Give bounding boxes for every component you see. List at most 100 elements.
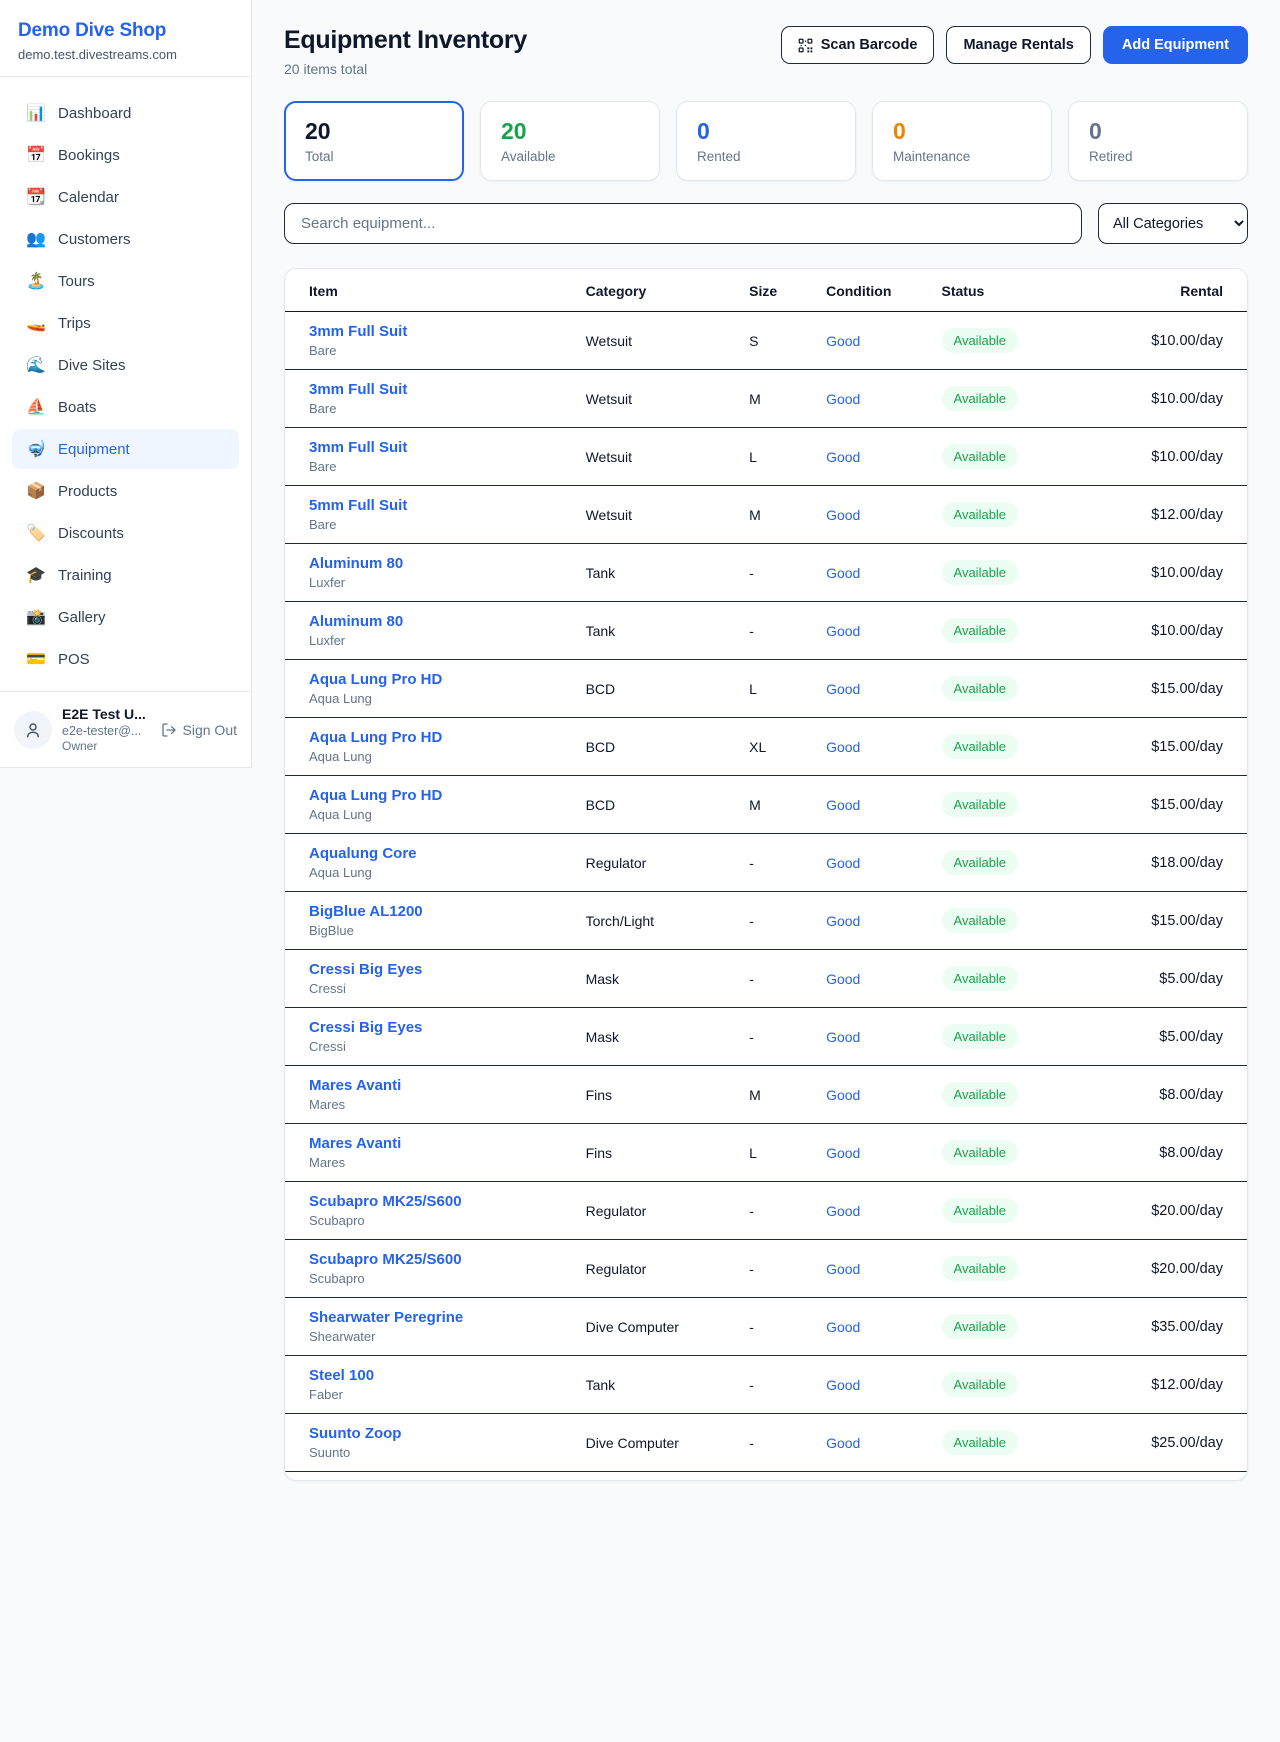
table-row: Aqua Lung Pro HD Aqua Lung BCD XL Good A… bbox=[285, 717, 1247, 776]
item-name-link[interactable]: Steel 100 bbox=[309, 1367, 375, 1384]
stat-card[interactable]: 0 Retired bbox=[1068, 101, 1248, 181]
condition-link[interactable]: Good bbox=[826, 680, 861, 697]
condition-link[interactable]: Good bbox=[826, 796, 861, 813]
condition-link[interactable]: Good bbox=[826, 1318, 861, 1335]
stat-card[interactable]: 0 Maintenance bbox=[872, 101, 1052, 181]
condition-cell: Good bbox=[814, 1355, 930, 1414]
item-name-link[interactable]: Scubapro MK25/S600 bbox=[309, 1251, 462, 1268]
sidebar-item[interactable]: 🏝️ Tours bbox=[12, 261, 239, 301]
condition-link[interactable]: Good bbox=[826, 1028, 861, 1045]
category-cell: Tank bbox=[573, 601, 738, 660]
status-cell: Available bbox=[929, 1239, 1113, 1298]
size-cell: L bbox=[737, 1123, 815, 1182]
stat-card[interactable]: 20 Total bbox=[284, 101, 464, 181]
condition-link[interactable]: Good bbox=[826, 1376, 861, 1393]
item-name-link[interactable]: 3mm Full Suit bbox=[309, 381, 408, 398]
condition-link[interactable]: Good bbox=[826, 854, 861, 871]
condition-link[interactable]: Good bbox=[826, 564, 861, 581]
size-cell: M bbox=[737, 775, 815, 834]
rental-cell: $5.00/day bbox=[1112, 1007, 1247, 1066]
item-brand: Cressi bbox=[309, 981, 346, 996]
condition-link[interactable]: Good bbox=[826, 332, 861, 349]
sidebar-item[interactable]: 📸 Gallery bbox=[12, 597, 239, 637]
condition-link[interactable]: Good bbox=[826, 1260, 861, 1277]
column-header-item: Item bbox=[285, 269, 574, 312]
condition-link[interactable]: Good bbox=[826, 390, 861, 407]
item-name-link[interactable]: Cressi Big Eyes bbox=[309, 961, 423, 978]
sidebar-item-label: Customers bbox=[58, 230, 131, 248]
item-name-link[interactable]: BigBlue AL1200 bbox=[309, 903, 423, 920]
add-equipment-button[interactable]: Add Equipment bbox=[1102, 26, 1248, 64]
page-header: Equipment Inventory 20 items total Scan … bbox=[284, 26, 1248, 77]
items-total-count: 20 items total bbox=[284, 61, 368, 77]
sidebar-item[interactable]: 🌊 Dive Sites bbox=[12, 345, 239, 385]
item-name-link[interactable]: Aqua Lung Pro HD bbox=[309, 671, 443, 688]
products-icon: 📦 bbox=[26, 483, 46, 500]
stat-card[interactable]: 20 Available bbox=[480, 101, 660, 181]
sign-out-label: Sign Out bbox=[182, 721, 237, 738]
item-cell: 3mm Full Suit Bare bbox=[285, 369, 574, 428]
category-cell: Regulator bbox=[573, 1239, 738, 1298]
main-content: Equipment Inventory 20 items total Scan … bbox=[252, 0, 1280, 1521]
condition-link[interactable]: Good bbox=[826, 912, 861, 929]
sidebar-item[interactable]: 💳 POS bbox=[12, 639, 239, 679]
condition-cell: Good bbox=[814, 427, 930, 486]
user-role: Owner bbox=[62, 739, 98, 753]
stat-label: Rented bbox=[697, 149, 741, 164]
sidebar-item[interactable]: ⛵ Boats bbox=[12, 387, 239, 427]
condition-link[interactable]: Good bbox=[826, 1202, 861, 1219]
sidebar-item[interactable]: 📦 Products bbox=[12, 471, 239, 511]
table-row: Shearwater Peregrine Shearwater Dive Com… bbox=[285, 1297, 1247, 1356]
item-name-link[interactable]: Suunto Zoop bbox=[309, 1425, 402, 1442]
scan-barcode-button[interactable]: Scan Barcode bbox=[780, 26, 935, 64]
shop-logo[interactable]: Demo Dive Shop bbox=[18, 20, 167, 41]
item-cell: 3mm Full Suit Bare bbox=[285, 427, 574, 486]
stat-card[interactable]: 0 Rented bbox=[676, 101, 856, 181]
sidebar-item[interactable]: 👥 Customers bbox=[12, 219, 239, 259]
condition-link[interactable]: Good bbox=[826, 738, 861, 755]
item-name-link[interactable]: Mares Avanti bbox=[309, 1077, 402, 1094]
condition-link[interactable]: Good bbox=[826, 1434, 861, 1451]
item-name-link[interactable]: 5mm Full Suit bbox=[309, 497, 408, 514]
item-name-link[interactable]: Aluminum 80 bbox=[309, 613, 404, 630]
item-name-link[interactable]: 3mm Full Suit bbox=[309, 323, 408, 340]
sidebar-item[interactable]: 📆 Calendar bbox=[12, 177, 239, 217]
item-name-link[interactable]: Cressi Big Eyes bbox=[309, 1019, 423, 1036]
status-badge: Available bbox=[941, 386, 1019, 411]
filters-row: All Categories bbox=[284, 203, 1248, 244]
sidebar-item[interactable]: 🏷️ Discounts bbox=[12, 513, 239, 553]
item-name-link[interactable]: Aluminum 80 bbox=[309, 555, 404, 572]
item-name-link[interactable]: Mares Avanti bbox=[309, 1135, 402, 1152]
sign-out-button[interactable]: Sign Out bbox=[161, 722, 237, 738]
item-name-link[interactable]: 3mm Full Suit bbox=[309, 439, 408, 456]
sidebar-item[interactable]: 📅 Bookings bbox=[12, 135, 239, 175]
category-select[interactable]: All Categories bbox=[1098, 203, 1248, 244]
sidebar-item[interactable]: 🎓 Training bbox=[12, 555, 239, 595]
search-input[interactable] bbox=[284, 203, 1082, 244]
item-name-link[interactable]: Aqua Lung Pro HD bbox=[309, 729, 443, 746]
sidebar-item[interactable]: 🤿 Equipment bbox=[12, 429, 239, 469]
status-badge: Available bbox=[941, 908, 1019, 933]
rental-cell: $5.00/day bbox=[1112, 949, 1247, 1008]
condition-link[interactable]: Good bbox=[826, 1086, 861, 1103]
rental-cell: $35.00/day bbox=[1112, 1297, 1247, 1356]
category-cell: Tank bbox=[573, 543, 738, 602]
condition-link[interactable]: Good bbox=[826, 1144, 861, 1161]
item-name-link[interactable]: Aqualung Core bbox=[309, 845, 417, 862]
item-name-link[interactable]: Scubapro MK25/S600 bbox=[309, 1193, 462, 1210]
condition-link[interactable]: Good bbox=[826, 448, 861, 465]
condition-link[interactable]: Good bbox=[826, 506, 861, 523]
item-brand: Aqua Lung bbox=[309, 691, 372, 706]
sidebar-item-label: Training bbox=[58, 566, 112, 584]
equipment-icon: 🤿 bbox=[26, 441, 46, 458]
manage-rentals-button[interactable]: Manage Rentals bbox=[946, 26, 1091, 64]
condition-link[interactable]: Good bbox=[826, 970, 861, 987]
item-name-link[interactable]: Aqua Lung Pro HD bbox=[309, 787, 443, 804]
barcode-scan-icon bbox=[798, 38, 813, 52]
user-email: e2e-tester@... bbox=[62, 724, 142, 738]
condition-link[interactable]: Good bbox=[826, 622, 861, 639]
sidebar-item[interactable]: 🚤 Trips bbox=[12, 303, 239, 343]
user-block: E2E Test U... e2e-tester@... Owner Sign … bbox=[0, 691, 251, 767]
sidebar-item[interactable]: 📊 Dashboard bbox=[12, 93, 239, 133]
item-name-link[interactable]: Shearwater Peregrine bbox=[309, 1309, 464, 1326]
